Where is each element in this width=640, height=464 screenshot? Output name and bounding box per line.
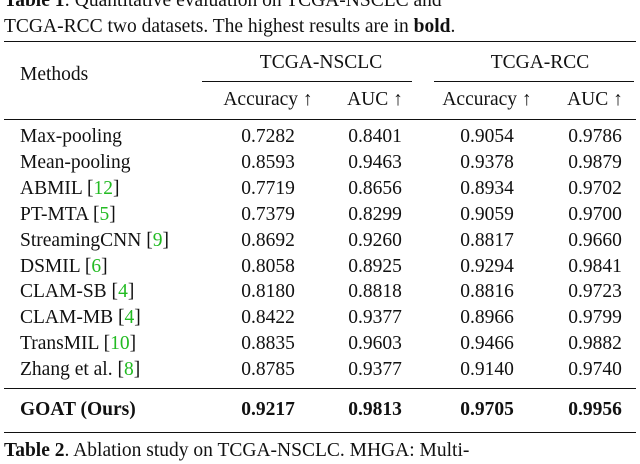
cell: 0.8816 — [460, 281, 514, 303]
cell: 0.9217 — [241, 399, 295, 420]
column-header: Accuracy ↑ — [223, 89, 313, 110]
cell: 0.8835 — [241, 333, 295, 355]
method-name: Max-pooling — [20, 126, 122, 147]
cell: 0.9799 — [568, 307, 622, 329]
cell: 0.9705 — [460, 399, 514, 420]
cell: 0.9740 — [568, 359, 622, 381]
caption-label: Table 1 — [4, 0, 65, 11]
cell: 0.9260 — [348, 229, 402, 251]
method-name: ABMIL [12] — [20, 177, 120, 199]
method-name: PT-MTA [5] — [20, 203, 116, 225]
bottom-rule — [4, 432, 636, 434]
cell: 0.9466 — [460, 333, 514, 355]
mid-rule — [4, 388, 636, 389]
method-name: Mean-pooling — [20, 151, 131, 173]
cell: 0.7719 — [241, 177, 295, 199]
cell: 0.9813 — [348, 399, 402, 420]
cell: 0.8180 — [241, 281, 295, 303]
cell: 0.8299 — [348, 203, 402, 225]
cell: 0.8593 — [241, 151, 295, 173]
cell: 0.9882 — [568, 333, 622, 355]
cell: 0.9059 — [460, 203, 514, 225]
method-name: DSMIL [6] — [20, 255, 108, 277]
cell: 0.8058 — [241, 255, 295, 277]
column-header: AUC ↑ — [347, 89, 403, 110]
cell: 0.9786 — [568, 126, 622, 147]
cell: 0.8656 — [348, 177, 402, 199]
cell: 0.9377 — [348, 359, 402, 381]
cell: 0.8692 — [241, 229, 295, 251]
group-rule — [434, 81, 634, 82]
caption-text: . — [450, 16, 456, 37]
cell: 0.9700 — [568, 203, 622, 225]
cell: 0.9377 — [348, 307, 402, 329]
group-header: TCGA-NSCLC — [259, 52, 383, 73]
cell: 0.9723 — [568, 281, 622, 303]
caption-bold: bold — [413, 16, 451, 37]
cell: 0.9879 — [568, 151, 622, 173]
cell: 0.9660 — [568, 229, 622, 251]
cell: 0.8401 — [348, 126, 402, 147]
cell: 0.9294 — [460, 255, 514, 277]
cell: 0.9702 — [568, 177, 622, 199]
cell: 0.9378 — [460, 151, 514, 173]
caption-text: TCGA-RCC two datasets. The highest resul… — [4, 16, 414, 37]
cell: 0.9603 — [348, 333, 402, 355]
method-name: Zhang et al. [8] — [20, 359, 141, 381]
cell: 0.8817 — [460, 229, 514, 251]
caption-text: : Quantitative evaluation on TCGA-NSCLC … — [64, 0, 442, 11]
method-name: TransMIL [10] — [20, 333, 137, 355]
cell: 0.8966 — [460, 307, 514, 329]
caption-line: TCGA-RCC two datasets. The highest resul… — [4, 16, 455, 38]
group-header: TCGA-RCC — [490, 52, 590, 73]
cell: 0.8925 — [348, 255, 402, 277]
cell: 0.9841 — [568, 255, 622, 277]
cell: 0.9054 — [460, 126, 514, 147]
caption-line: Table 1: Quantitative evaluation on TCGA… — [4, 0, 442, 12]
column-header: AUC ↑ — [567, 89, 623, 110]
method-name: CLAM-MB [4] — [20, 307, 141, 329]
method-name: GOAT (Ours) — [20, 399, 136, 420]
cell: 0.7379 — [241, 203, 295, 225]
cell: 0.9463 — [348, 151, 402, 173]
cell: 0.7282 — [241, 126, 295, 147]
cell: 0.9956 — [568, 399, 622, 420]
header-methods: Methods — [20, 64, 89, 85]
cell: 0.8818 — [348, 281, 402, 303]
caption-text: . Ablation study on TCGA-NSCLC. MHGA: Mu… — [64, 440, 470, 461]
next-caption: Table 2. Ablation study on TCGA-NSCLC. M… — [4, 440, 469, 462]
column-header: Accuracy ↑ — [442, 89, 532, 110]
cell: 0.9140 — [460, 359, 514, 381]
method-name: StreamingCNN [9] — [20, 229, 169, 251]
caption-label: Table 2 — [4, 440, 65, 461]
method-name: CLAM-SB [4] — [20, 281, 135, 303]
cell: 0.8934 — [460, 177, 514, 199]
group-rule — [202, 81, 412, 82]
cell: 0.8422 — [241, 307, 295, 329]
cell: 0.8785 — [241, 359, 295, 381]
header-rule — [4, 119, 636, 120]
top-rule — [4, 41, 636, 43]
